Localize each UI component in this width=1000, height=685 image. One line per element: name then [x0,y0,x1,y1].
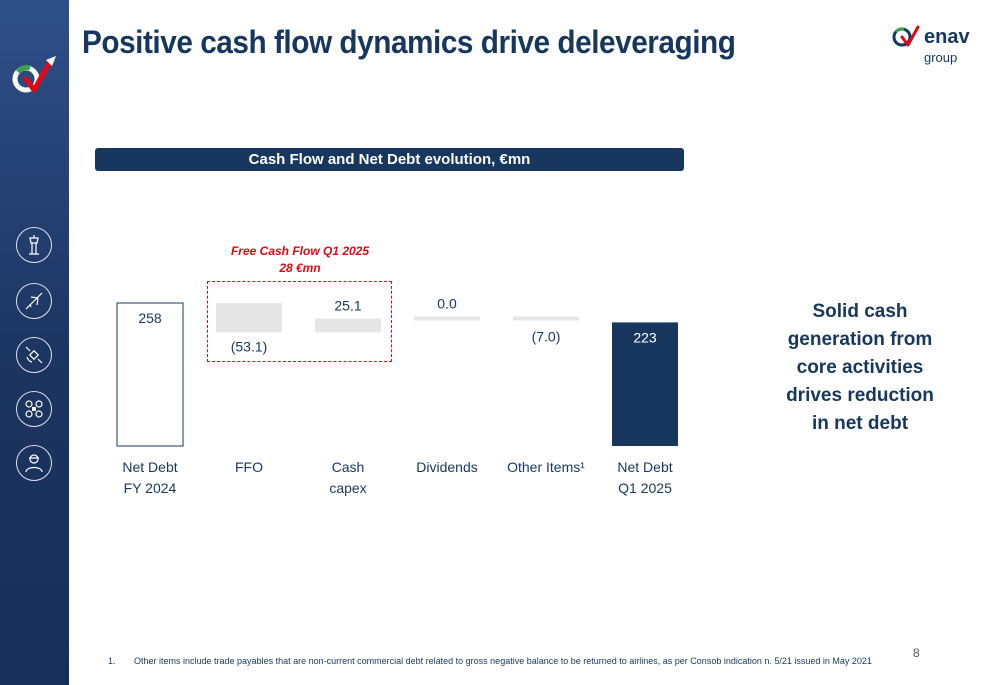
side-text-line: in net debt [811,413,909,434]
waterfall-chart: 258 Net Debt FY 2024 (53.1) FFO 25.1 Cash capex… [116,296,678,496]
enav-symbol-logo [12,56,56,93]
category-label: Other Items¹ [507,459,585,475]
bar [513,316,579,321]
side-commentary: Solid cash generation from core activities… [780,298,940,438]
data-label: 223 [633,329,657,345]
category-label: capex [329,480,366,496]
brand-name: enav [924,26,970,48]
fcf-annotation-line1: Free Cash Flow Q1 2025 [230,244,370,258]
footnote-number: 1. [108,656,116,666]
bar [414,316,480,321]
category-label: Dividends [416,459,477,475]
side-text-line: Solid cash [812,301,908,322]
category-label: Net Debt [617,459,672,475]
enav-brand-logo [892,25,920,47]
bar [612,322,678,446]
drone-icon [16,391,52,427]
data-label: 258 [138,310,162,326]
footnote-text: Other items include trade payables that … [134,656,872,666]
brand-subtitle: group [924,50,958,65]
fcf-annotation: Free Cash Flow Q1 2025 28 €mn [208,243,392,277]
category-label: FY 2024 [124,480,177,496]
fcf-annotation-line2: 28 €mn [279,261,321,275]
airplane-icon [16,283,52,319]
page-title: Positive cash flow dynamics drive deleve… [82,24,736,60]
category-label: Cash [332,459,365,475]
category-label: Q1 2025 [618,480,672,496]
engineer-icon [16,445,52,481]
chart-banner: Cash Flow and Net Debt evolution, €mn [95,148,684,171]
page-number: 8 [913,646,920,660]
bar [315,318,381,333]
data-label: 0.0 [437,296,457,312]
footnote: 1. Other items include trade payables tha… [108,656,872,666]
side-text-line: drives reduction [786,385,934,406]
side-text-line: generation from [787,329,933,350]
satellite-icon [16,337,52,373]
side-text-line: core activities [796,357,924,378]
category-label: FFO [235,459,263,475]
data-label: 25.1 [334,298,361,314]
category-label: Net Debt [122,459,177,475]
fcf-dashed-box [207,281,392,362]
data-label: (7.0) [532,328,561,344]
data-label: (53.1) [231,338,268,354]
bar [116,302,184,447]
bar [216,303,282,333]
sidebar [0,0,69,685]
control-tower-icon [16,227,52,263]
